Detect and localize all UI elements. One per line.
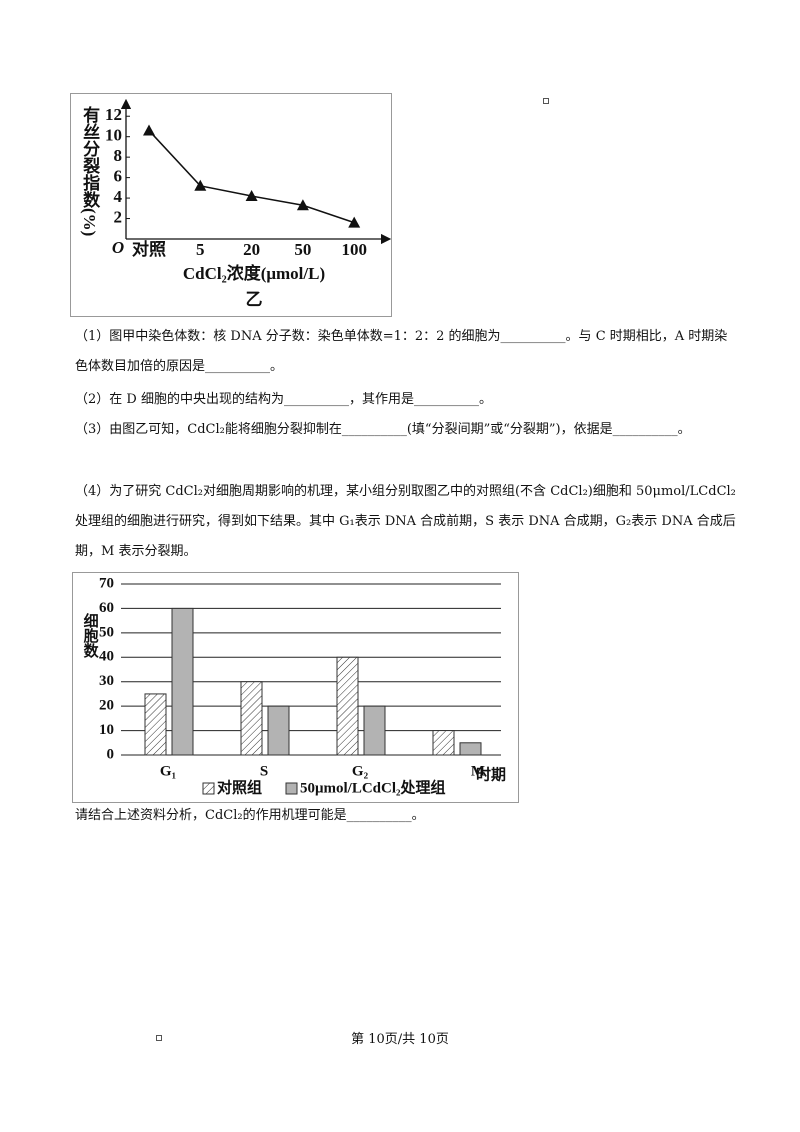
x-tick-label: M (471, 763, 485, 779)
question: （4）为了研究 CdCl₂对细胞周期影响的机理，某小组分别取图乙中的对照组(不含… (75, 484, 736, 559)
x-tick-label: 5 (196, 240, 205, 259)
y-tick-label: 2 (114, 207, 123, 226)
y-tick-label: 30 (99, 673, 114, 689)
line-chart: 246 810 12 O 有丝分裂指数(%) 对照 5 20 50 100 CdCl₂浓度(μmol… (80, 98, 392, 309)
y-tick-label: 10 (105, 126, 122, 145)
bar-chart-box: 0 10 20 30 40 50 60 70 细胞数时期 G₁ S G₂ M 对照组 50μmol/LCdC… (72, 572, 519, 803)
y-tick-label: 12 (105, 105, 122, 124)
line (148, 130, 355, 224)
question: （3）由图乙可知，CdCl₂能将细胞分裂抑制在__________(填“分裂间期… (75, 422, 691, 437)
bar (171, 607, 194, 756)
bar (459, 742, 482, 756)
mark (543, 98, 549, 104)
legend-label: 对照组 (217, 778, 262, 796)
caption: 乙 (246, 290, 263, 309)
x-tick-label: 对照 (132, 239, 166, 259)
y-tick-label: 70 (99, 575, 114, 591)
x-tick-label: 100 (341, 240, 367, 259)
bar (144, 693, 167, 756)
y-tick-label: 4 (114, 187, 123, 206)
legend-label: 50μmol/LCdCl₂处理组 (300, 778, 446, 796)
question: 请结合上述资料分析，CdCl₂的作用机理可能是__________。 (75, 808, 425, 823)
x-tick-label: 50 (294, 240, 311, 259)
x-tick-label: S (260, 763, 268, 779)
legend-swatch (285, 782, 298, 795)
bar (267, 705, 290, 756)
marker (296, 199, 309, 211)
x-axis-label: 时期 (476, 765, 506, 783)
origin-label: O (112, 238, 124, 257)
marker (143, 124, 155, 136)
question: （1）图甲中染色体数：核 DNA 分子数：染色单体数=1：2：2 的细胞为___… (75, 329, 728, 374)
y-axis-label: 细胞数 (82, 612, 100, 659)
x-tick-label: G₁ (160, 763, 176, 779)
y-tick-label: 60 (99, 600, 114, 616)
y-tick-label: 0 (107, 746, 115, 762)
y-tick-label: 6 (114, 167, 123, 186)
marker (348, 216, 361, 228)
x-axis-label: CdCl₂浓度(μmol/L) (183, 263, 325, 283)
x-tick-label: G₂ (352, 763, 369, 779)
bar (363, 705, 386, 756)
bar (432, 730, 455, 756)
legend-swatch (202, 782, 215, 795)
bar (336, 656, 359, 756)
y-tick-label: 8 (114, 146, 123, 165)
y-tick-label: 50 (99, 624, 114, 640)
bar (240, 681, 263, 756)
y-tick-label: 10 (99, 722, 114, 738)
mark (156, 1035, 162, 1041)
y-tick-label: 40 (99, 649, 114, 665)
question: （2）在 D 细胞的中央出现的结构为__________，其作用是_______… (75, 392, 492, 407)
marker (194, 179, 207, 191)
line-chart-box: 2 4 6 8 10 12 O 有丝分裂指数(%) 对照 5 20 50 100 CdCl₂浓度(μmol… (70, 93, 392, 317)
x-tick-label: 20 (243, 240, 260, 259)
marker (245, 190, 258, 202)
footer: 第 10页/共 10页 (351, 1032, 449, 1047)
y-tick-label: 20 (99, 698, 114, 714)
y-axis-label: 有丝分裂指数(%) (80, 105, 101, 236)
